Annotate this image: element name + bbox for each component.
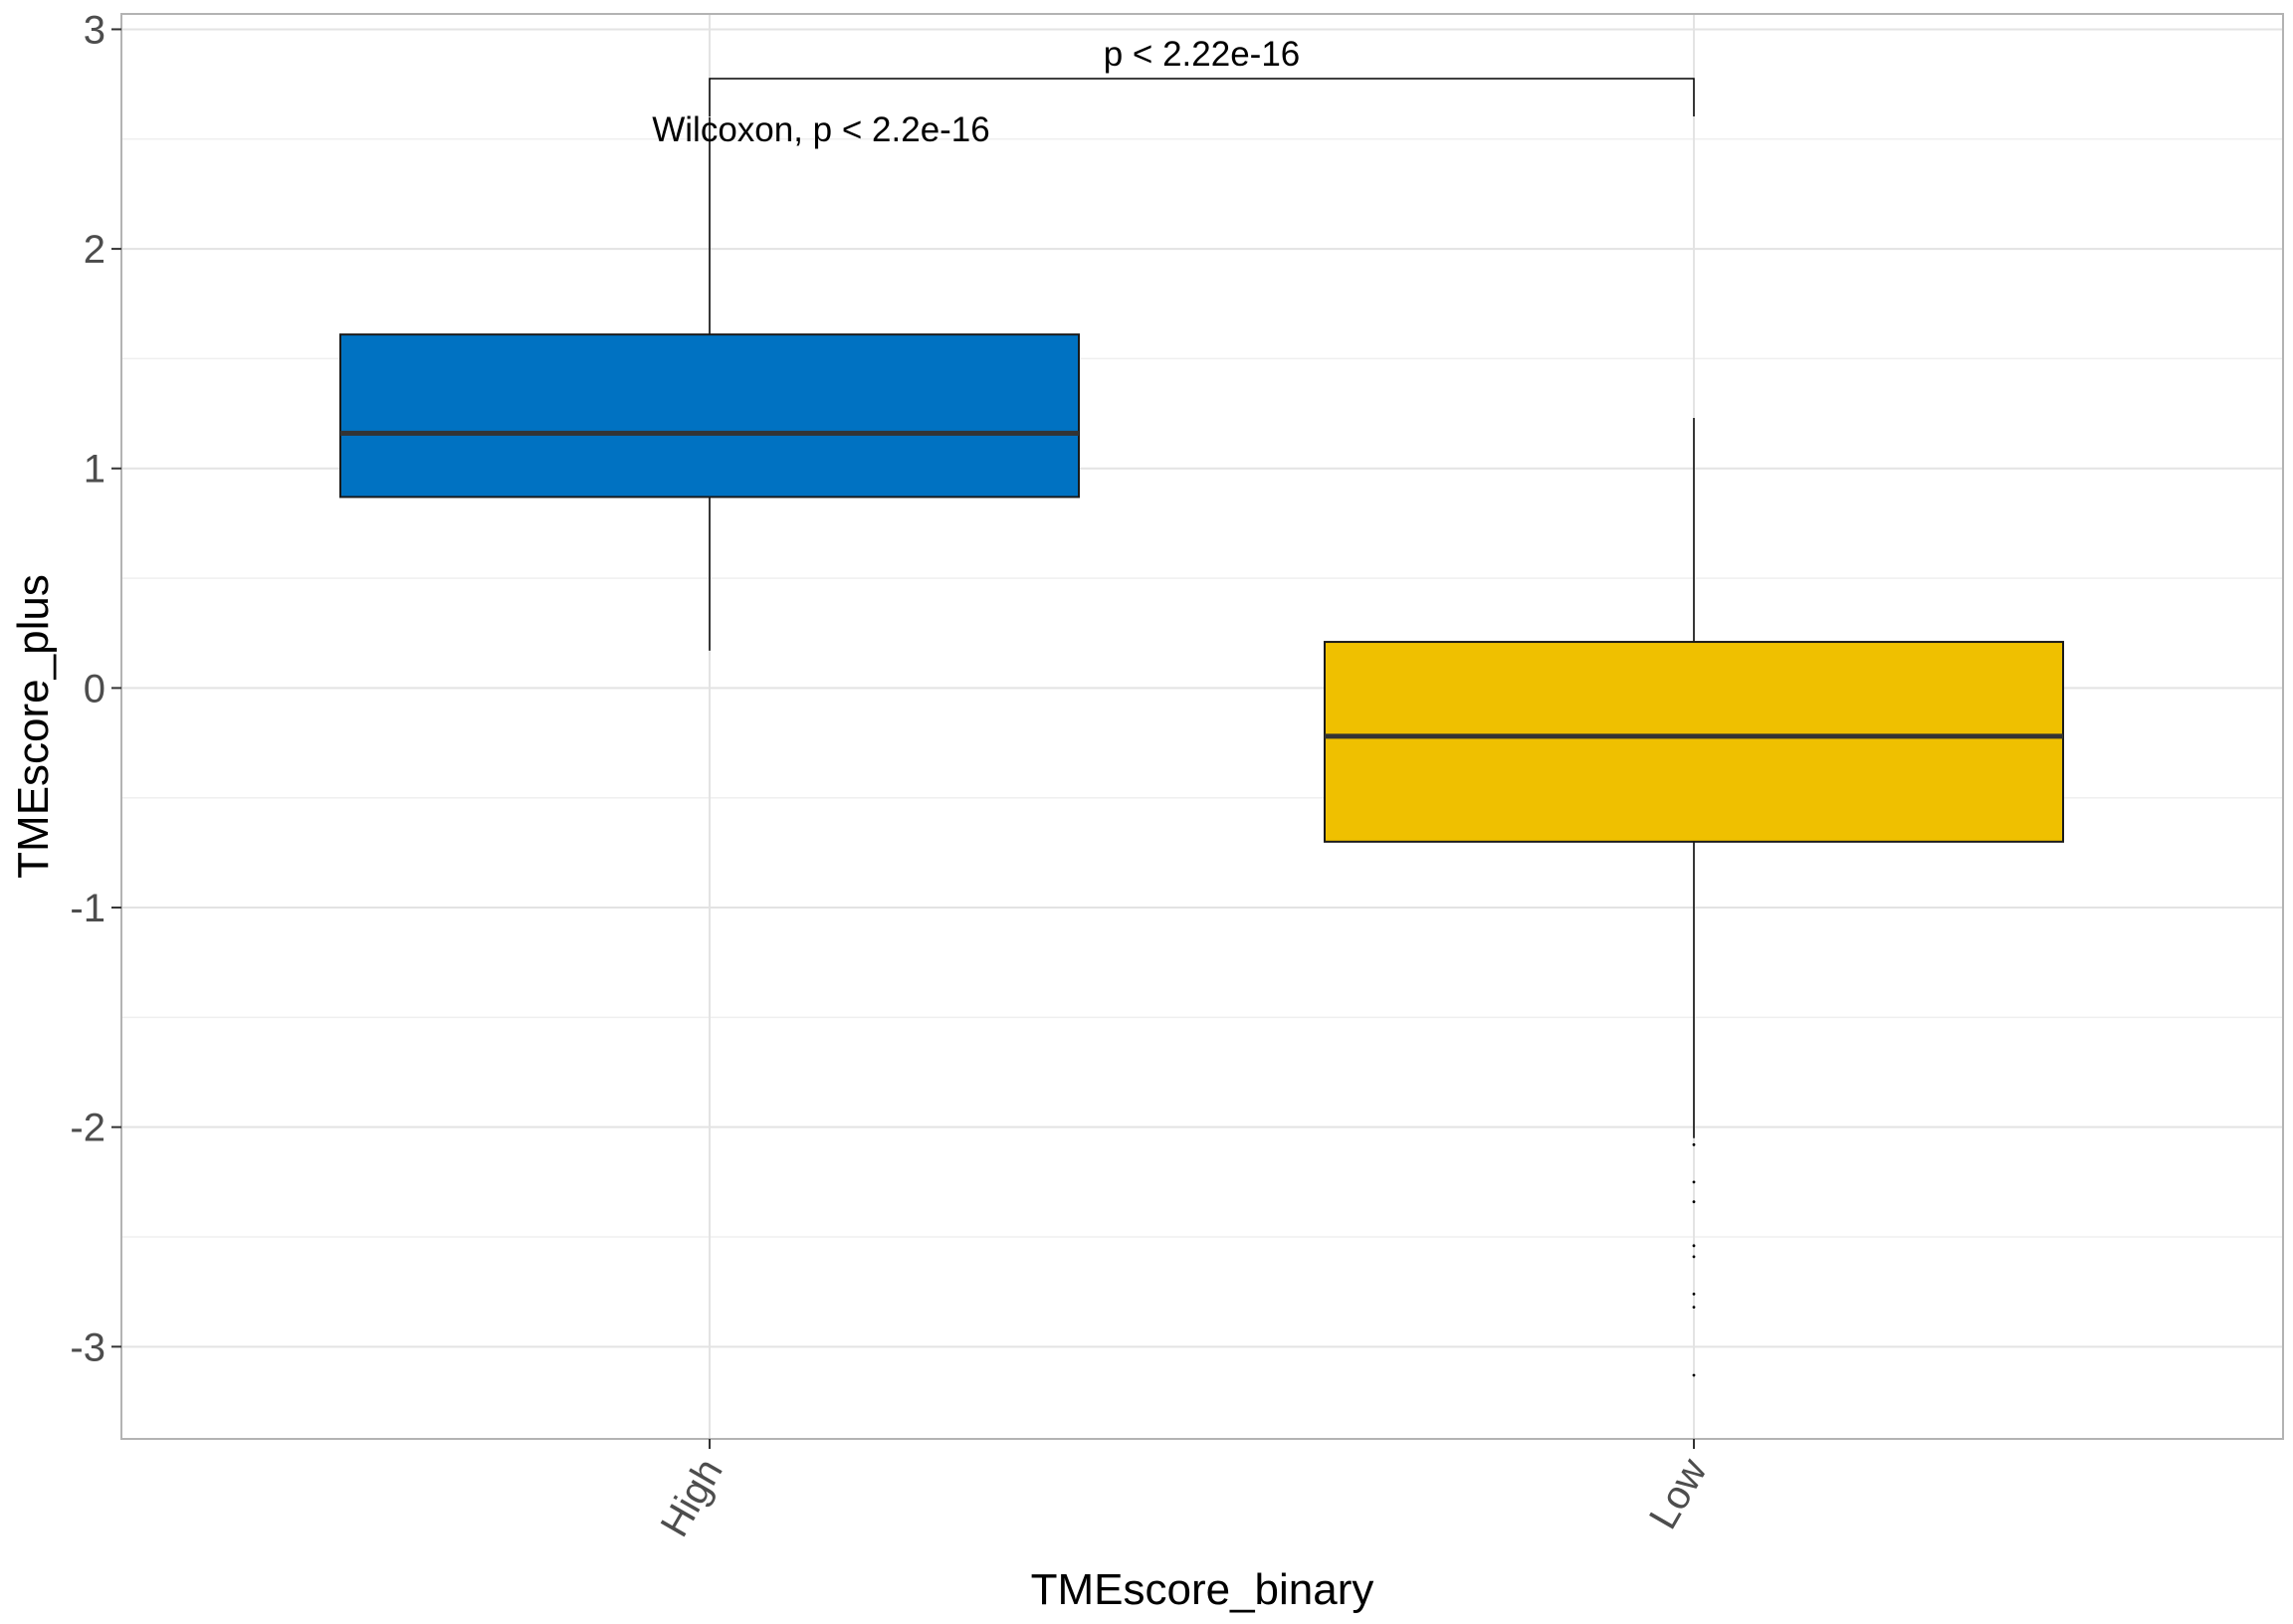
outlier-point <box>1692 1180 1696 1184</box>
outlier-point <box>1692 1200 1696 1204</box>
wilcoxon-test-label: Wilcoxon, p < 2.2e-16 <box>652 110 990 149</box>
y-tick-label: 0 <box>84 667 105 710</box>
y-tick-label: -2 <box>70 1107 105 1150</box>
annotation-layer: p < 2.22e-16 Wilcoxon, p < 2.2e-16 <box>652 35 1695 149</box>
outlier-point <box>1692 1142 1696 1146</box>
outlier-point <box>1692 1292 1696 1296</box>
iqr-box <box>1324 641 2064 843</box>
y-axis-title: TMEscore_plus <box>9 574 58 879</box>
iqr-box <box>339 333 1080 499</box>
comparison-p-label: p < 2.22e-16 <box>1104 35 1301 74</box>
outlier-point <box>1692 1373 1696 1377</box>
y-tick-label: 1 <box>84 448 105 492</box>
comparison-bracket <box>709 78 1695 116</box>
y-tick-label: 2 <box>84 228 105 272</box>
x-axis-title: TMEscore_binary <box>1031 1565 1374 1614</box>
box-high <box>339 116 1080 651</box>
outlier-point <box>1692 1255 1696 1259</box>
outlier-point <box>1692 1244 1696 1248</box>
y-axis-ticks: 3 2 1 0 -1 -2 -3 <box>70 8 121 1369</box>
y-tick-label: -3 <box>70 1325 105 1369</box>
outlier-point <box>1692 1306 1696 1310</box>
plot-panel-border <box>120 13 2284 1440</box>
y-tick-label: 3 <box>84 8 105 52</box>
y-tick-label: -1 <box>70 887 105 930</box>
box-layer <box>339 116 2064 1377</box>
box-low <box>1324 417 2064 1377</box>
